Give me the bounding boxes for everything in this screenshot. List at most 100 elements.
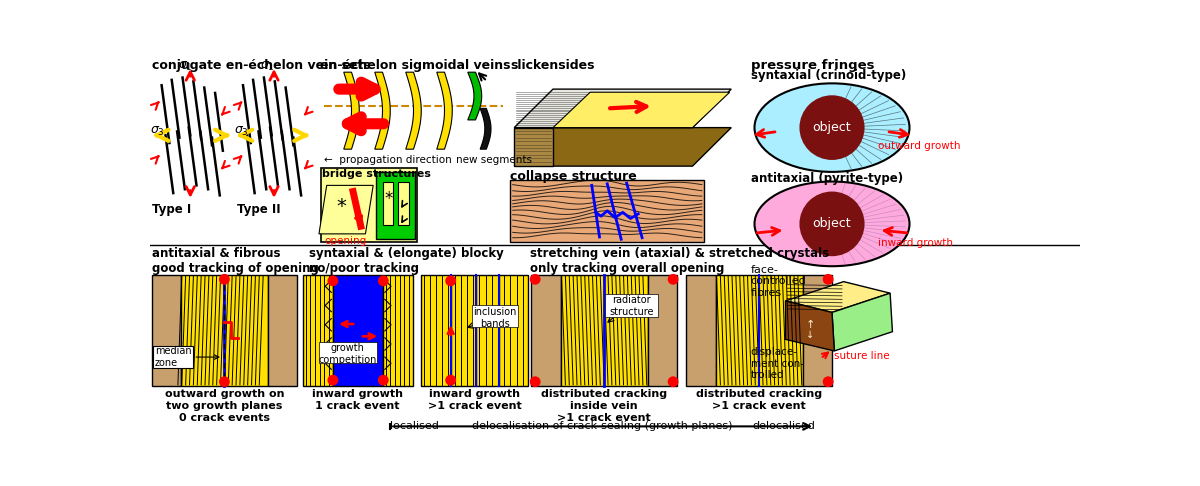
Bar [451,275,475,386]
Text: object: object [812,217,851,230]
Bar [686,275,715,386]
Text: displace-
ment con-
trolled: displace- ment con- trolled [751,347,804,380]
Text: Type II: Type II [236,203,281,216]
Bar [421,275,451,386]
Circle shape [218,376,230,387]
Bar [181,275,268,386]
Bar [605,294,658,317]
Text: outward growth on
two growth planes
0 crack events: outward growth on two growth planes 0 cr… [164,389,284,423]
Bar [377,172,415,239]
Bar [332,275,383,386]
Polygon shape [374,72,390,149]
Text: face-
controlled
fibres: face- controlled fibres [751,265,806,298]
Polygon shape [786,301,834,351]
Text: new segments: new segments [456,155,532,165]
Circle shape [378,375,389,385]
Bar [560,275,648,386]
Text: conjugate en-échelon vein sets: conjugate en-échelon vein sets [151,59,370,72]
Circle shape [218,274,230,285]
Bar [715,275,803,386]
Circle shape [529,376,540,387]
Bar [499,275,528,386]
Text: collapse structure: collapse structure [510,170,637,183]
Text: syntaxial & (elongate) blocky
no/poor tracking: syntaxial & (elongate) blocky no/poor tr… [308,247,504,275]
Text: inward growth
1 crack event: inward growth 1 crack event [312,389,403,411]
Polygon shape [553,92,730,128]
Text: *: * [336,197,346,216]
Text: ←  propagation direction: ← propagation direction [324,155,452,165]
Bar [398,182,409,225]
Text: localised: localised [390,421,439,432]
Polygon shape [480,108,491,149]
Polygon shape [468,72,481,120]
Text: radiator
structure: radiator structure [610,295,654,317]
Bar [532,275,560,386]
Polygon shape [515,89,731,128]
Text: antitaxial (pyrite-type): antitaxial (pyrite-type) [751,172,902,185]
Bar [319,342,377,363]
Polygon shape [406,72,421,149]
Text: outward growth: outward growth [878,141,961,152]
Circle shape [823,376,834,387]
Text: distributed cracking
inside vein
>1 crack event: distributed cracking inside vein >1 crac… [541,389,667,423]
Text: bridge structures: bridge structures [322,169,431,179]
Polygon shape [437,72,452,149]
Text: $\sigma_1$: $\sigma_1$ [260,60,275,73]
Text: stretching vein (ataxial) & stretched crystals
only tracking overall opening: stretching vein (ataxial) & stretched cr… [529,247,829,275]
Text: Type I: Type I [152,203,192,216]
Text: en-échelon sigmoidal veins: en-échelon sigmoidal veins [320,59,511,72]
Bar [268,275,298,386]
Circle shape [445,375,456,385]
Circle shape [799,191,864,256]
Text: inclusion
bands: inclusion bands [473,307,516,329]
Text: $\sigma_3$: $\sigma_3$ [234,125,248,138]
Text: suture line: suture line [834,351,889,361]
Polygon shape [343,72,359,149]
Text: syntaxial (crinoid-type): syntaxial (crinoid-type) [751,69,906,82]
Text: object: object [812,121,851,134]
Text: slickensides: slickensides [510,59,595,72]
Ellipse shape [755,83,910,172]
Bar [648,275,677,386]
Circle shape [667,274,678,285]
Bar [304,275,332,386]
Bar [383,182,394,225]
Text: median
zone: median zone [155,347,191,368]
Bar [475,275,499,386]
Text: $\uparrow$: $\uparrow$ [803,317,815,330]
Bar [151,275,181,386]
Text: antitaxial & fibrous
good tracking of opening: antitaxial & fibrous good tracking of op… [151,247,318,275]
Polygon shape [786,281,890,312]
Text: opening: opening [324,236,366,246]
Text: $\downarrow$: $\downarrow$ [804,329,814,340]
Circle shape [378,276,389,286]
Polygon shape [515,128,731,166]
Bar [383,275,413,386]
Text: pressure fringes: pressure fringes [751,59,874,72]
Text: growth
competition: growth competition [318,343,377,365]
Bar [320,169,418,242]
Ellipse shape [755,181,910,266]
Circle shape [328,276,338,286]
Text: delocalised: delocalised [752,421,815,432]
Circle shape [799,95,864,160]
Circle shape [823,274,834,285]
Circle shape [328,375,338,385]
Polygon shape [832,293,893,351]
Bar [510,180,704,242]
Text: delocalisation of crack-sealing (growth planes): delocalisation of crack-sealing (growth … [473,421,733,432]
Polygon shape [515,128,553,166]
Bar [803,275,832,386]
Circle shape [529,274,540,285]
Text: distributed cracking
>1 crack event: distributed cracking >1 crack event [696,389,822,411]
Circle shape [667,376,678,387]
Text: inward growth: inward growth [878,238,954,248]
Polygon shape [319,185,373,234]
Circle shape [445,276,456,286]
Text: $\sigma_1$: $\sigma_1$ [178,60,192,73]
Text: *: * [384,190,392,208]
Text: $\sigma_3$: $\sigma_3$ [150,125,164,138]
Bar [472,306,518,327]
Bar [154,347,193,368]
Text: inward growth
>1 crack event: inward growth >1 crack event [428,389,522,411]
